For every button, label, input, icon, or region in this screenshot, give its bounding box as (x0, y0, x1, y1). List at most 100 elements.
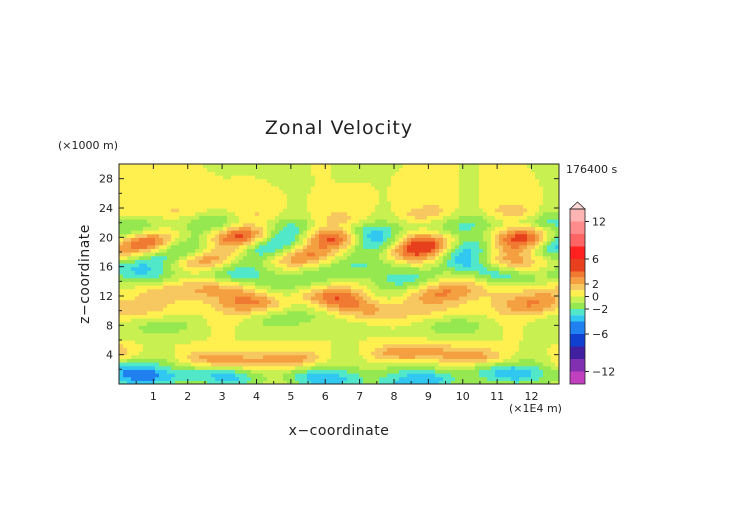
field-cell (475, 248, 480, 253)
field-cell (191, 373, 196, 378)
field-cell (267, 281, 272, 286)
field-cell (343, 332, 348, 337)
field-cell (187, 226, 192, 231)
field-cell (303, 292, 308, 297)
field-cell (479, 354, 484, 359)
field-cell (271, 266, 276, 271)
field-cell (203, 215, 208, 220)
field-cell (135, 255, 140, 260)
field-cell (419, 270, 424, 275)
field-cell (451, 241, 456, 246)
field-cell (343, 288, 348, 293)
field-cell (503, 365, 508, 370)
field-cell (355, 325, 360, 330)
field-cell (415, 321, 420, 326)
field-cell (391, 252, 396, 257)
field-cell (223, 237, 228, 242)
field-cell (371, 263, 376, 268)
field-cell (331, 307, 336, 312)
field-cell (211, 230, 216, 235)
field-cell (135, 299, 140, 304)
field-cell (295, 343, 300, 348)
field-cell (127, 358, 132, 363)
field-cell (343, 219, 348, 224)
field-cell (123, 380, 128, 384)
field-cell (267, 241, 272, 246)
field-cell (423, 263, 428, 268)
field-cell (543, 336, 548, 341)
field-cell (491, 307, 496, 312)
field-cell (319, 325, 324, 330)
field-cell (239, 292, 244, 297)
field-cell (295, 340, 300, 345)
field-cell (147, 321, 152, 326)
field-cell (155, 296, 160, 301)
field-cell (179, 343, 184, 348)
field-cell (263, 347, 268, 352)
field-cell (211, 259, 216, 264)
field-cell (291, 310, 296, 315)
field-cell (231, 318, 236, 323)
field-cell (295, 358, 300, 363)
field-cell (535, 318, 540, 323)
field-cell (183, 285, 188, 290)
field-cell (383, 303, 388, 308)
field-cell (479, 358, 484, 363)
field-cell (239, 369, 244, 374)
field-cell (271, 373, 276, 378)
field-cell (511, 358, 516, 363)
field-cell (379, 248, 384, 253)
field-cell (247, 241, 252, 246)
field-cell (275, 303, 280, 308)
field-cell (519, 248, 524, 253)
field-cell (403, 248, 408, 253)
field-cell (323, 292, 328, 297)
field-cell (283, 296, 288, 301)
field-cell (527, 285, 532, 290)
field-cell (175, 215, 180, 220)
field-cell (415, 362, 420, 367)
field-cell (259, 252, 264, 257)
field-cell (463, 321, 468, 326)
field-cell (423, 226, 428, 231)
field-cell (303, 307, 308, 312)
field-cell (355, 321, 360, 326)
field-cell (259, 274, 264, 279)
field-cell (215, 329, 220, 334)
field-cell (511, 373, 516, 378)
field-cell (555, 365, 559, 370)
field-cell (403, 358, 408, 363)
field-cell (483, 336, 488, 341)
field-cell (535, 270, 540, 275)
field-cell (475, 365, 480, 370)
field-cell (211, 314, 216, 319)
field-cell (387, 296, 392, 301)
field-cell (179, 336, 184, 341)
field-cell (195, 307, 200, 312)
field-cell (343, 230, 348, 235)
field-cell (143, 274, 148, 279)
field-cell (379, 226, 384, 231)
field-cell (443, 321, 448, 326)
field-cell (547, 332, 552, 337)
field-cell (163, 270, 168, 275)
field-cell (255, 255, 260, 260)
field-cell (491, 255, 496, 260)
field-cell (139, 292, 144, 297)
field-cell (263, 307, 268, 312)
field-cell (451, 244, 456, 249)
field-cell (527, 310, 532, 315)
field-cell (339, 274, 344, 279)
field-cell (503, 376, 508, 381)
field-cell (387, 318, 392, 323)
field-cell (151, 274, 156, 279)
field-cell (467, 351, 472, 356)
field-cell (339, 354, 344, 359)
field-cell (327, 351, 332, 356)
field-cell (515, 292, 520, 297)
field-cell (519, 332, 524, 337)
field-cell (527, 299, 532, 304)
field-cell (171, 277, 176, 282)
field-cell (419, 347, 424, 352)
field-cell (555, 241, 559, 246)
